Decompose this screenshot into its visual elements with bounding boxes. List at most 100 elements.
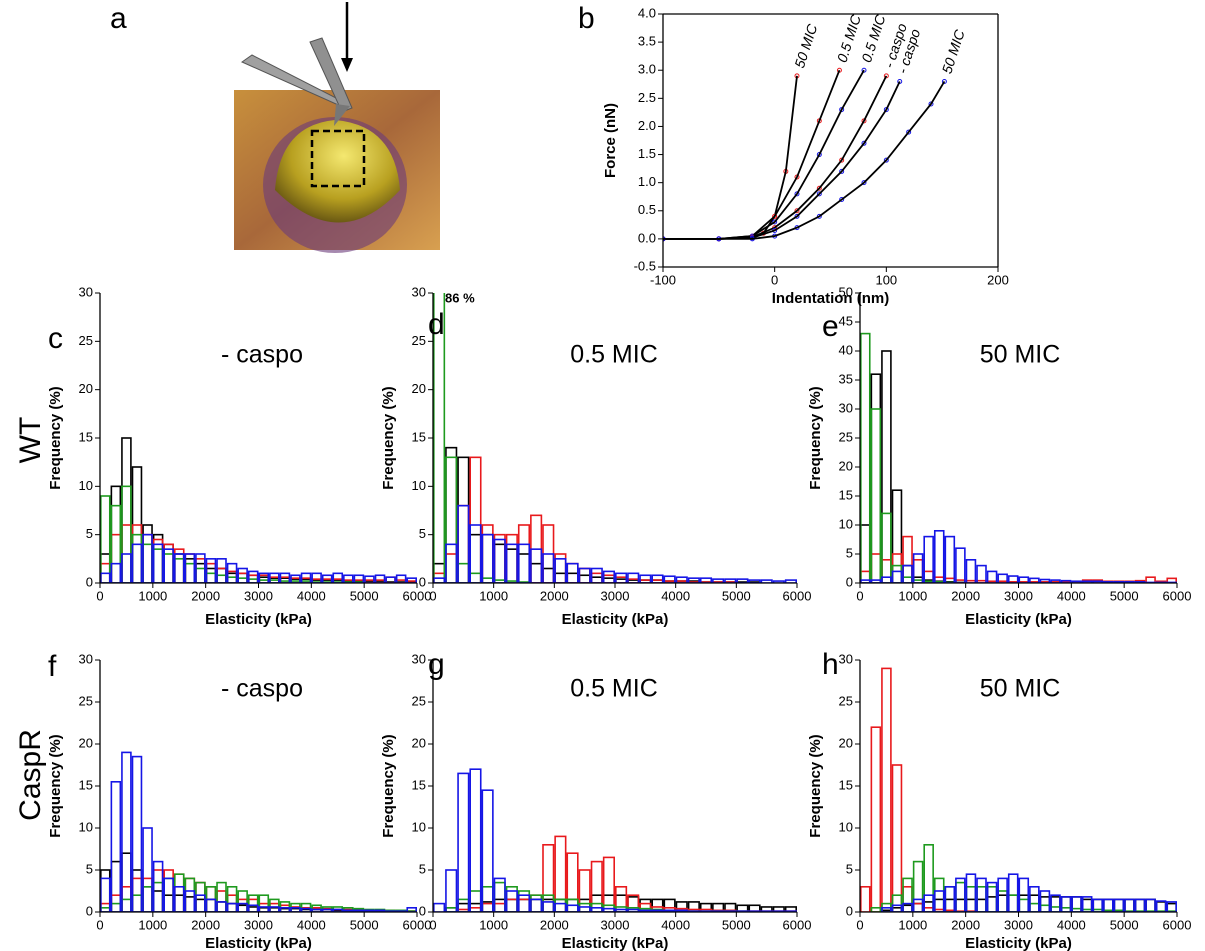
histogram-bar [955,881,966,912]
y-tick-label: 30 [412,284,426,299]
histogram-bar [195,562,206,583]
scan-area [310,129,366,188]
histogram-bar [602,570,616,583]
histogram-bar [469,533,482,583]
histogram-bar [469,524,482,583]
x-tick-label: 5000 [1110,588,1139,603]
histogram-bar [1081,580,1093,583]
histogram-bar [173,885,185,912]
x-tick-label: 4000 [297,588,326,603]
histogram-bar [554,898,567,912]
histogram-bar [639,574,652,583]
histogram-bar [142,885,153,912]
y-tick-label: 0 [846,903,853,918]
data-point [794,191,800,197]
histogram-bar [121,852,132,912]
histogram-bar [184,562,196,583]
y-axis-label: Frequency (%) [47,386,64,489]
histogram-bar [1029,902,1040,912]
x-axis-label: Elasticity (kPa) [205,611,312,628]
x-tick-label: 0 [771,272,778,287]
histogram-bar [912,553,924,583]
panel-title: 50 MIC [980,675,1061,703]
x-tick-label: 6000 [1163,588,1192,603]
histogram-bar [152,881,164,912]
histogram-bar [433,577,446,583]
y-tick-label: -0.5 [634,258,656,273]
fit-line [663,69,841,240]
panel-label: b [578,2,595,35]
histogram-bar [110,562,122,583]
histogram-bar [195,558,206,583]
histogram-bar [955,877,966,912]
y-axis-label: Frequency (%) [380,386,397,489]
plot-area [860,667,1177,912]
histogram-bar [736,578,749,583]
histogram-bar [195,894,206,912]
histogram-bar [237,890,248,912]
histogram-bar [142,543,153,583]
histogram-bar [121,553,132,583]
histogram-bar [554,835,567,912]
y-tick-label: 15 [79,777,93,792]
tip [334,104,350,126]
histogram-bar [860,332,871,583]
histogram-bar [1039,896,1051,912]
histogram-bar [578,906,591,912]
y-tick-label: 0 [419,903,426,918]
histogram-bar [870,553,882,583]
histogram-bar [965,558,977,583]
histogram-bar [986,896,998,912]
panel-label: h [822,648,839,681]
histogram-bar [530,894,543,912]
histogram-bar [469,456,482,583]
x-axis-label: Elasticity (kPa) [205,935,312,951]
y-axis-label: Frequency (%) [807,734,824,837]
histogram-bar [1018,877,1030,912]
x-tick-label: 4000 [661,917,690,932]
histogram-bar [481,533,494,583]
histogram-bar [891,764,903,912]
data-point [861,67,867,73]
histogram-bar [173,553,185,583]
histogram-bar [554,572,567,583]
histogram-bar [517,890,531,912]
y-tick-label: 20 [79,381,93,396]
histogram-bar [1092,580,1104,583]
y-tick-label: 10 [839,516,853,531]
histogram-bar [912,902,924,912]
y-tick-label: 25 [412,693,426,708]
histogram-bar [100,495,111,583]
curve-label: 50 MIC [939,27,968,76]
histogram-bar [131,533,143,583]
histogram-bar [997,877,1008,912]
x-tick-label: 1000 [479,917,508,932]
x-axis-label: Elasticity (kPa) [562,611,669,628]
histogram-bar [530,894,543,912]
plot-area [860,332,1177,583]
y-tick-label: 15 [79,429,93,444]
histogram-bar [469,572,482,583]
histogram-bar [933,529,945,583]
y-tick-label: 10 [79,478,93,493]
histogram-bar [131,524,143,583]
data-point [941,78,947,84]
data-point [772,219,778,225]
histogram-bar [121,898,132,912]
histogram-bar [481,524,494,583]
histogram-bar [1103,898,1114,912]
y-tick-label: 20 [839,458,853,473]
x-tick-label: 2000 [540,917,569,932]
y-tick-label: 0.5 [638,202,656,217]
histogram-bar [457,562,470,583]
histogram-bar [590,576,603,583]
histogram-bar [1145,898,1156,912]
x-tick-label: 2000 [191,917,220,932]
x-tick-label: 1000 [479,588,508,603]
histogram-bar [184,890,196,912]
y-tick-label: 15 [839,487,853,502]
y-tick-label: 5 [86,526,93,541]
fit-line [663,75,798,240]
histogram-bar [923,535,934,583]
